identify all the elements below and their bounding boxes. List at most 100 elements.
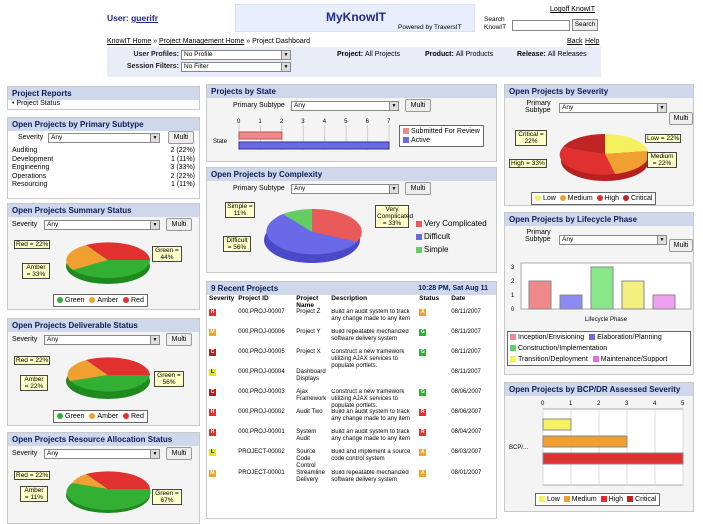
severity-badge: M bbox=[209, 329, 216, 336]
resource-status-panel: Open Projects Resource Allocation Status… bbox=[7, 432, 200, 524]
col-status: Status bbox=[419, 295, 440, 302]
cell-id[interactable]: PROJECT-00001 bbox=[238, 470, 285, 476]
list-item[interactable]: Resourcing 1 (11%) bbox=[8, 181, 199, 190]
severity-badge: C bbox=[209, 389, 216, 396]
table-row[interactable]: L PROJECT-00002 Source Code Control Build a… bbox=[207, 449, 496, 470]
cell-id[interactable]: 000.PROJ-00003 bbox=[238, 389, 285, 395]
status-badge: R bbox=[419, 409, 427, 416]
cell-date: 08/06/2007 bbox=[451, 409, 482, 415]
multi-button[interactable]: Multi bbox=[166, 447, 192, 460]
multi-button[interactable]: Multi bbox=[669, 239, 693, 252]
severity-badge: H bbox=[209, 429, 216, 436]
table-header: Severity Project ID Project Name Descrip… bbox=[207, 295, 496, 309]
search-button[interactable]: Search bbox=[572, 19, 598, 31]
cell-id[interactable]: 000.PROJ-00006 bbox=[238, 329, 285, 335]
lifecycle-bar-chart: 3 2 1 0 Lifecycle Phase bbox=[511, 262, 692, 323]
cell-date: 08/11/2007 bbox=[451, 349, 481, 355]
bcp-panel: Open Projects by BCP/DR Assessed Severit… bbox=[504, 382, 694, 512]
callout-amber: Amber = 22% bbox=[20, 375, 48, 391]
tick-label: 6 bbox=[366, 119, 370, 125]
tick-label: 5 bbox=[681, 401, 685, 407]
multi-button[interactable]: Multi bbox=[405, 182, 431, 195]
multi-button[interactable]: Multi bbox=[669, 112, 693, 125]
breadcrumb-pm-home[interactable]: Project Management Home bbox=[159, 38, 245, 45]
primary-subtype-select[interactable]: Any ▼ bbox=[559, 103, 667, 113]
cell-id[interactable]: 000.PROJ-00005 bbox=[238, 349, 285, 355]
callout-green: Green = 56% bbox=[154, 371, 184, 387]
callout-amber: Amber = 33% bbox=[22, 263, 50, 279]
subtype-count: 3 (33%) bbox=[170, 164, 195, 171]
subtype-name: Auditing bbox=[12, 147, 38, 154]
table-row[interactable]: C 000.PROJ-00005 Project X Construct a new … bbox=[207, 349, 496, 369]
multi-button[interactable]: Multi bbox=[166, 333, 192, 346]
cell-id[interactable]: 000.PROJ-00007 bbox=[238, 309, 285, 315]
cell-id[interactable]: 000.PROJ-00004 bbox=[238, 369, 285, 375]
tick-label: 1 bbox=[258, 119, 262, 125]
table-row[interactable]: M 000.PROJ-00006 Project Y Build repeatable… bbox=[207, 329, 496, 349]
col-severity: Severity bbox=[209, 295, 235, 302]
table-row[interactable]: M PROJECT-00001 Streamline Delivery Build r… bbox=[207, 470, 496, 490]
summary-status-panel: Open Projects Summary Status Severity An… bbox=[7, 203, 200, 310]
list-item[interactable]: Operations 2 (22%) bbox=[8, 173, 199, 182]
table-row[interactable]: L 000.PROJ-00004 Dashboard Displays 08/11/2… bbox=[207, 369, 496, 389]
pie-slice-medium bbox=[605, 151, 649, 174]
chevron-down-icon: ▼ bbox=[150, 221, 159, 229]
panel-title: 9 Recent Projects 10:28 PM, Sat Aug 11 bbox=[207, 282, 496, 295]
cell-date: 08/11/2007 bbox=[451, 329, 481, 335]
logoff-link[interactable]: Logoff KnowIT bbox=[550, 6, 596, 13]
pie-slice-amber bbox=[66, 245, 108, 270]
search-input[interactable] bbox=[512, 20, 570, 31]
primary-subtype-select[interactable]: Any ▼ bbox=[291, 184, 399, 194]
state-bar-chart: 0 1 2 3 4 5 6 7 State bbox=[213, 119, 391, 150]
panel-title: Open Projects Summary Status bbox=[8, 204, 199, 217]
severity-badge: H bbox=[209, 409, 216, 416]
multi-button[interactable]: Multi bbox=[166, 218, 192, 231]
chevron-down-icon: ▼ bbox=[150, 450, 159, 458]
project-status-link[interactable]: • Project Status bbox=[12, 100, 60, 107]
chevron-down-icon: ▼ bbox=[389, 185, 398, 193]
multi-button[interactable]: Multi bbox=[405, 99, 431, 112]
cell-desc: Build repeatable mechanized software del… bbox=[331, 470, 409, 483]
tick-label: 0 bbox=[511, 307, 515, 313]
severity-legend: Low Medium High Critical bbox=[531, 192, 657, 205]
cell-id[interactable]: 000.PROJ-00002 bbox=[238, 409, 285, 415]
help-link[interactable]: Help bbox=[585, 38, 600, 45]
list-item[interactable]: Development 1 (11%) bbox=[8, 156, 199, 165]
cell-id[interactable]: 000.PROJ-00001 bbox=[238, 429, 285, 435]
severity-select[interactable]: Any ▼ bbox=[44, 449, 160, 459]
callout-amber: Amber = 11% bbox=[20, 486, 48, 502]
cell-date: 08/06/2007 bbox=[451, 389, 482, 395]
back-link[interactable]: Back bbox=[567, 38, 583, 45]
list-item[interactable]: Auditing 2 (22%) bbox=[8, 147, 199, 156]
user-profiles-select[interactable]: No Profile ▼ bbox=[181, 50, 291, 60]
bar-phase-4 bbox=[652, 294, 676, 310]
table-row[interactable]: H 000.PROJ-00002 Audit Two Build an audit s… bbox=[207, 409, 496, 429]
table-row[interactable]: H 000.PROJ-00001 System Audit Build an audi… bbox=[207, 429, 496, 449]
status-badge: A bbox=[419, 470, 427, 477]
primary-subtype-select[interactable]: Any ▼ bbox=[291, 101, 399, 111]
tick-label: 7 bbox=[387, 119, 391, 125]
breadcrumb-knowit-home[interactable]: KnowIT Home bbox=[107, 38, 152, 45]
cell-id[interactable]: PROJECT-00002 bbox=[238, 449, 285, 455]
cell-name: System Audit bbox=[296, 429, 317, 442]
list-item[interactable]: Engineering 3 (33%) bbox=[8, 164, 199, 173]
header: User: guerifr MyKnowIT Powered by Traver… bbox=[0, 0, 703, 84]
table-row[interactable]: H 000.PROJ-00007 Project Z Build an audit s… bbox=[207, 309, 496, 329]
status-badge: G bbox=[419, 389, 427, 396]
severity-select[interactable]: Any ▼ bbox=[44, 335, 160, 345]
primary-subtype-select[interactable]: Any ▼ bbox=[559, 235, 667, 245]
severity-select[interactable]: Any ▼ bbox=[48, 133, 160, 143]
callout-red: Red = 22% bbox=[14, 356, 51, 365]
severity-select[interactable]: Any ▼ bbox=[44, 220, 160, 230]
severity-badge: C bbox=[209, 349, 216, 356]
table-row[interactable]: C 000.PROJ-00003 Ajax Framework Construct a… bbox=[207, 389, 496, 409]
tick-label: 0 bbox=[237, 119, 241, 125]
summary-status-legend: Green Amber Red bbox=[53, 294, 148, 307]
tick-label: 2 bbox=[597, 401, 601, 407]
session-filters-select[interactable]: No Filter ▼ bbox=[181, 62, 291, 72]
user-name-link[interactable]: guerifr bbox=[131, 13, 159, 23]
tick-label: 3 bbox=[301, 119, 305, 125]
bar-phase-2 bbox=[590, 266, 614, 310]
pie-slice-red bbox=[86, 357, 150, 375]
multi-button[interactable]: Multi bbox=[168, 131, 194, 144]
